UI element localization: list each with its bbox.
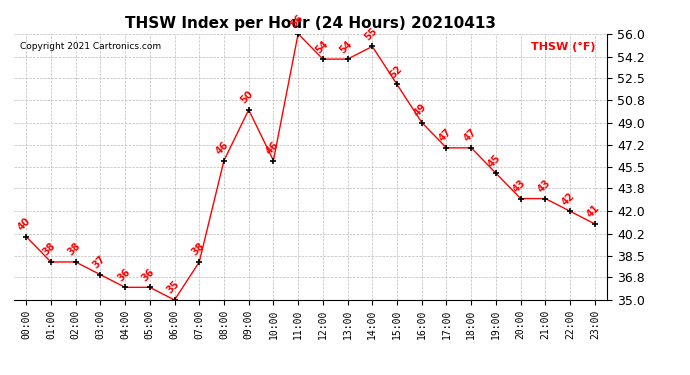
Text: 55: 55 (362, 26, 380, 42)
Text: 54: 54 (313, 38, 330, 55)
Text: 54: 54 (338, 38, 355, 55)
Text: Copyright 2021 Cartronics.com: Copyright 2021 Cartronics.com (20, 42, 161, 51)
Text: 43: 43 (535, 178, 552, 194)
Text: 41: 41 (585, 203, 602, 220)
Text: 40: 40 (17, 216, 33, 232)
Text: 38: 38 (66, 241, 83, 258)
Text: 37: 37 (90, 254, 107, 270)
Text: 47: 47 (462, 127, 478, 144)
Text: 45: 45 (486, 152, 503, 169)
Text: 47: 47 (437, 127, 453, 144)
Text: 43: 43 (511, 178, 528, 194)
Text: 38: 38 (41, 241, 58, 258)
Text: 50: 50 (239, 89, 255, 106)
Text: 52: 52 (387, 64, 404, 80)
Text: 36: 36 (115, 267, 132, 283)
Text: THSW (°F): THSW (°F) (531, 42, 595, 52)
Text: 49: 49 (412, 102, 428, 118)
Text: 36: 36 (140, 267, 157, 283)
Text: 42: 42 (560, 190, 577, 207)
Text: 46: 46 (264, 140, 280, 156)
Text: 46: 46 (214, 140, 231, 156)
Text: 56: 56 (288, 13, 305, 30)
Text: 35: 35 (165, 279, 181, 296)
Title: THSW Index per Hour (24 Hours) 20210413: THSW Index per Hour (24 Hours) 20210413 (125, 16, 496, 31)
Text: 38: 38 (190, 241, 206, 258)
